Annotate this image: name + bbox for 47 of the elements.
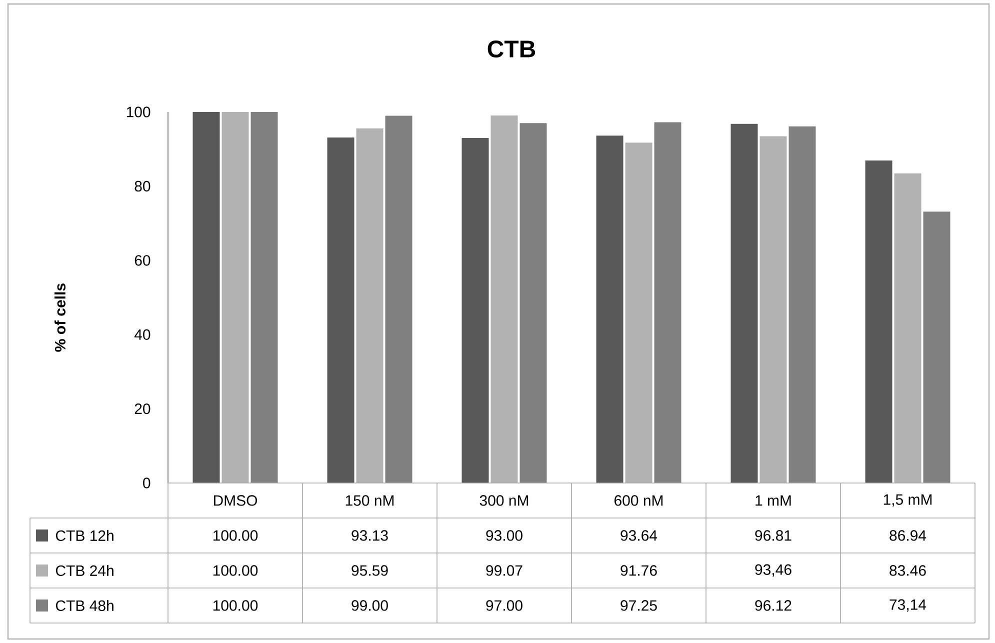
- x-tick-label: 1 mM: [756, 495, 791, 506]
- data-label: 93.64: [620, 530, 658, 541]
- x-tick-label: 150 nM: [346, 495, 394, 506]
- data-label: 73,14: [890, 599, 926, 612]
- data-label: 83.46: [890, 565, 926, 576]
- legend-label: CTB 12h: [56, 530, 114, 541]
- y-tick-label: 40: [134, 329, 150, 340]
- data-label: 93,46: [755, 564, 792, 577]
- bar: [865, 160, 892, 483]
- bar: [520, 123, 547, 483]
- data-label: 93.13: [352, 530, 388, 541]
- data-label: 100.00: [213, 565, 258, 576]
- y-axis-title: % of cells: [54, 284, 66, 352]
- data-label: 96.81: [755, 530, 792, 541]
- bar: [654, 122, 682, 483]
- data-label: 91.76: [620, 565, 657, 576]
- data-label: 95.59: [352, 565, 388, 576]
- data-label: 86.94: [890, 530, 926, 541]
- y-tick-label: 0: [143, 478, 150, 488]
- data-label: 99.00: [352, 600, 388, 611]
- bar: [192, 112, 220, 483]
- x-tick-label: 300 nM: [480, 495, 528, 506]
- bar: [596, 136, 624, 483]
- y-tick-label: 20: [134, 403, 150, 414]
- legend-label: CTB 48h: [56, 600, 114, 611]
- data-label: 97.00: [486, 600, 522, 611]
- bar: [923, 212, 950, 483]
- legend-label: CTB 24h: [56, 564, 114, 576]
- bar: [250, 112, 278, 483]
- data-label: 93.00: [486, 530, 522, 541]
- chart-title: CTB: [488, 40, 536, 58]
- y-tick-label: 60: [134, 255, 150, 266]
- data-label: 100.00: [213, 530, 258, 541]
- bar: [788, 126, 816, 483]
- x-tick-label: 600 nM: [614, 495, 663, 506]
- x-tick-label: 1,5 mM: [884, 494, 932, 507]
- y-tick-label: 100: [126, 106, 150, 118]
- bar: [385, 116, 412, 483]
- bar: [327, 137, 354, 483]
- x-tick-label: DMSO: [214, 495, 258, 506]
- data-label: 96.12: [755, 600, 792, 611]
- data-label: 100.00: [213, 600, 258, 611]
- bar: [462, 138, 489, 483]
- data-label: 99.07: [486, 565, 522, 576]
- y-tick-label: 80: [134, 180, 150, 192]
- data-label: 97.25: [620, 600, 657, 611]
- bar: [730, 124, 758, 483]
